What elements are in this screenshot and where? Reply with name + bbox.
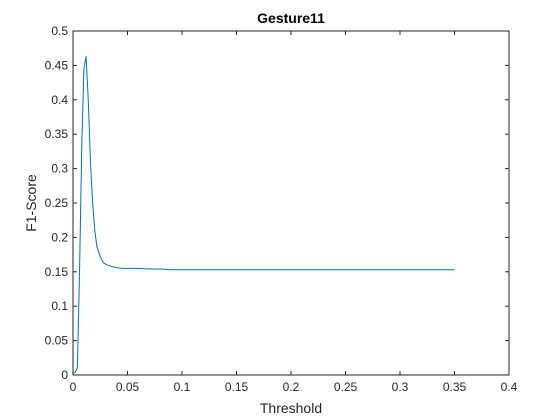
x-axis-title: Threshold [260, 400, 322, 416]
y-axis-title: F1-Score [23, 174, 39, 232]
y-tick-label: 0.45 [45, 58, 69, 72]
x-tick-label: 0.3 [392, 380, 409, 394]
y-tick-label: 0.15 [45, 265, 69, 279]
y-tick-label: 0.3 [51, 162, 68, 176]
y-tick-label: 0.5 [51, 24, 68, 38]
x-tick-label: 0.35 [443, 380, 467, 394]
y-tick-label: 0.1 [51, 299, 68, 313]
y-tick-label: 0.4 [51, 93, 68, 107]
x-tick-label: 0.1 [174, 380, 191, 394]
x-tick-label: 0.25 [334, 380, 358, 394]
x-tick-label: 0.05 [116, 380, 140, 394]
y-tick-label: 0.25 [45, 196, 69, 210]
x-tick-label: 0.15 [225, 380, 249, 394]
x-tick-label: 0.4 [501, 380, 518, 394]
y-tick-label: 0.35 [45, 127, 69, 141]
x-tick-label: 0 [70, 380, 77, 394]
y-tick-label: 0.05 [45, 334, 69, 348]
x-tick-label: 0.2 [283, 380, 300, 394]
chart-title: Gesture11 [257, 10, 325, 26]
plot-area [73, 31, 509, 375]
y-tick-label: 0 [61, 368, 68, 382]
y-tick-label: 0.2 [51, 230, 68, 244]
